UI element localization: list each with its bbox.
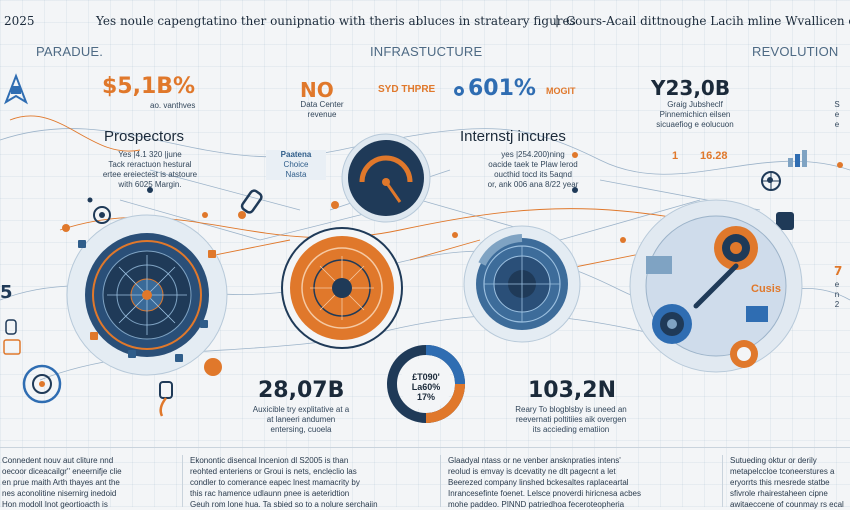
right-figure: Y23,0B (651, 76, 731, 100)
column-divider (182, 455, 183, 507)
left-side-number: 5 (0, 282, 13, 303)
left-circuit-globe (66, 214, 228, 376)
left-title: Prospectors (104, 128, 185, 145)
center-figure: 601% (468, 76, 536, 101)
signal-icon (776, 212, 794, 230)
right-gears-disc (629, 199, 803, 373)
left-bottom-desc: Auxicible try explitative at a at laneer… (252, 405, 350, 434)
center-right-title: Internstj incures (460, 128, 566, 145)
bottom-column-1: Connedent nouv aut cliture nnd oecoor di… (2, 456, 122, 509)
column-divider (722, 455, 723, 507)
center-right-globe (463, 225, 581, 343)
globe-icon (761, 171, 781, 191)
bottom-column-3: Glaadyal ntass or ne venber ansknpraties… (448, 456, 642, 509)
header-tagline-right: Cours-Acail dittnoughe Lacih mline Wvall… (566, 14, 850, 28)
center-no-sub: Data Center revenue (300, 100, 344, 119)
right-side-number: 16.28 (700, 150, 728, 162)
figure-icon (3, 319, 21, 355)
target-icon (93, 206, 111, 224)
gear-icon (454, 86, 464, 96)
center-orange-disc (281, 227, 403, 349)
center-donut-chart (387, 345, 465, 423)
center-badge: Paatena Choice Nasta (266, 150, 326, 180)
center-right-bottom-desc: Reary To blogblsby is uneed an reevernat… (515, 405, 627, 434)
center-figure-suffix: MOGIT (546, 86, 576, 96)
far-right-number: 7 (834, 264, 843, 278)
center-right-desc: yes |254.200)ning oacide taek te Plaw le… (487, 150, 579, 189)
bottom-column-2: Ekonontic disencal lncenion dl S2005 is … (190, 456, 378, 509)
rocket-icon (4, 73, 28, 105)
right-desc: Graig Jubsheclf Pinnemichicn eilsen sicu… (656, 100, 734, 129)
section-right-label: REVOLUTION (752, 44, 839, 59)
lightbulb-icon (238, 189, 263, 219)
center-figure-labels: SYD THPRE (378, 84, 436, 95)
bar-chart-icon (788, 150, 807, 167)
gauge-icon (341, 133, 431, 223)
right-side-prefix: 1 (672, 150, 679, 162)
section-left-label: PARADUE. (36, 44, 104, 59)
far-right-text: S e e (834, 100, 840, 129)
bottom-rule (0, 447, 850, 448)
head-icon (22, 364, 62, 404)
far-right-desc: e n 2 (834, 280, 840, 309)
bottom-column-4: Sutueding oktur or derily metapelccloe t… (730, 456, 844, 509)
left-bottom-figure: 28,07B (258, 378, 345, 403)
center-no: NO (300, 78, 334, 102)
section-center-label: INFRASTUCTURE (370, 44, 483, 59)
left-desc: Yes |4.1 320 |june Tack reractuon hestur… (102, 150, 198, 189)
header-separator: | (555, 13, 560, 27)
column-divider (440, 455, 441, 507)
center-right-bottom-figure: 103,2N (528, 378, 616, 403)
header-year: 2025 (4, 14, 35, 28)
center-donut-labels: £T090' La60% 17% (411, 372, 441, 402)
orange-node (204, 358, 222, 376)
left-figure: $5,1B% (102, 74, 196, 99)
plug-icon (159, 381, 173, 417)
right-cusis-label: Cusis (751, 283, 781, 295)
left-figure-sub: ao. vanthves (150, 101, 196, 110)
header-tagline: Yes noule capengtatino ther ounipnatio w… (96, 14, 576, 28)
